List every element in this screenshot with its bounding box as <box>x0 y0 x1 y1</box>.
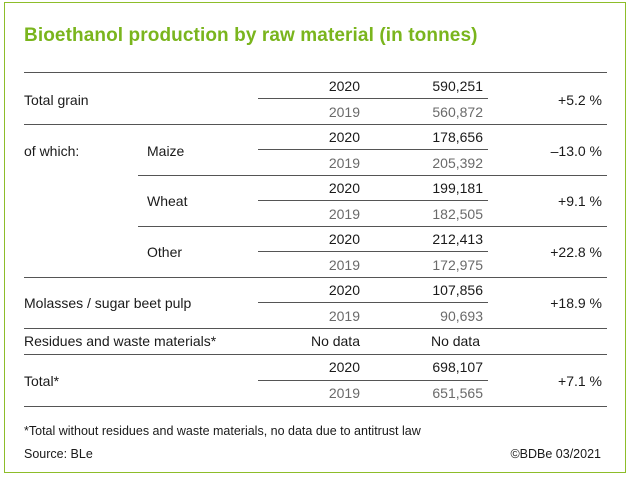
value-2020: 212,413 <box>432 231 483 247</box>
year-divider <box>258 380 488 381</box>
year-2020: 2020 <box>328 180 360 196</box>
row-label-total: Total* <box>24 373 60 389</box>
value-2019: 205,392 <box>432 155 483 171</box>
year-divider <box>258 251 488 252</box>
of-which-label: of which: <box>24 143 80 159</box>
change-value: +9.1 % <box>558 193 602 209</box>
row-divider <box>24 328 607 329</box>
copyright: ©BDBe 03/2021 <box>510 447 601 461</box>
year-divider <box>258 200 488 201</box>
change-value: +5.2 % <box>558 92 602 108</box>
row-divider <box>24 406 607 407</box>
row-divider <box>24 124 607 125</box>
year-2020: 2020 <box>328 78 360 94</box>
row-label-maize: Maize <box>147 143 185 159</box>
year-2020: 2020 <box>328 359 360 375</box>
year-divider <box>258 149 488 150</box>
value-2020: 698,107 <box>432 359 483 375</box>
row-divider <box>24 72 607 73</box>
year-divider <box>258 302 488 303</box>
source: Source: BLe <box>24 447 93 461</box>
row-label-wheat: Wheat <box>147 193 188 209</box>
value-2019: 90,693 <box>440 308 483 324</box>
no-data-cell: No data <box>310 333 360 349</box>
year-divider <box>258 98 488 99</box>
value-2020: 107,856 <box>432 282 483 298</box>
table-title: Bioethanol production by raw material (i… <box>24 25 478 46</box>
change-value: +22.8 % <box>550 244 602 260</box>
change-value: +7.1 % <box>558 373 602 389</box>
value-2019: 651,565 <box>432 385 483 401</box>
value-2019: 560,872 <box>432 104 483 120</box>
row-label-other: Other <box>147 244 183 260</box>
row-label-residues: Residues and waste materials* <box>24 333 217 349</box>
year-2020: 2020 <box>328 282 360 298</box>
row-divider <box>24 277 607 278</box>
value-2020: 590,251 <box>432 78 483 94</box>
year-2020: 2020 <box>328 129 360 145</box>
row-label-total-grain: Total grain <box>24 92 89 108</box>
change-value: +18.9 % <box>550 295 602 311</box>
row-label-molasses: Molasses / sugar beet pulp <box>24 295 192 311</box>
no-data-cell: No data <box>430 333 480 349</box>
value-2020: 178,656 <box>432 129 483 145</box>
year-2019: 2019 <box>328 257 360 273</box>
row-divider <box>138 226 607 227</box>
year-2019: 2019 <box>328 155 360 171</box>
change-value: –13.0 % <box>550 143 602 159</box>
year-2019: 2019 <box>328 385 360 401</box>
year-2019: 2019 <box>328 206 360 222</box>
year-2019: 2019 <box>328 308 360 324</box>
value-2019: 182,505 <box>432 206 483 222</box>
row-divider <box>24 354 607 355</box>
footnote: *Total without residues and waste materi… <box>24 424 421 438</box>
value-2020: 199,181 <box>432 180 483 196</box>
year-2020: 2020 <box>328 231 360 247</box>
value-2019: 172,975 <box>432 257 483 273</box>
table-frame <box>4 2 626 473</box>
year-2019: 2019 <box>328 104 360 120</box>
row-divider <box>138 175 607 176</box>
